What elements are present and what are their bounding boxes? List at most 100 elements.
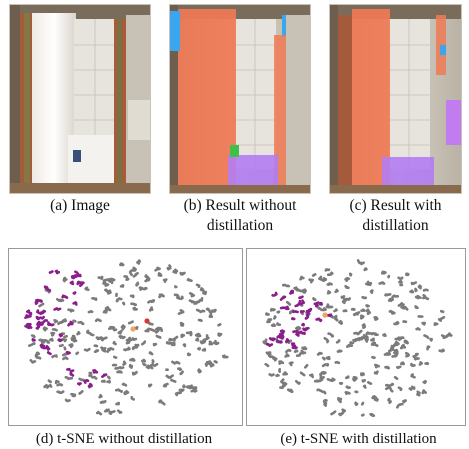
tsne-cluster (266, 351, 272, 355)
tsne-cluster (135, 281, 140, 287)
tsne-cluster (136, 259, 142, 265)
tsne-cluster (393, 348, 399, 355)
tsne-cluster (40, 315, 45, 320)
tsne-cluster (438, 348, 445, 353)
tsne-cluster (197, 318, 203, 322)
tsne-cluster (165, 341, 171, 345)
tsne-cluster (199, 340, 207, 345)
tsne-cluster (270, 337, 276, 342)
tsne-cluster (415, 327, 421, 331)
tsne-cluster (91, 297, 98, 301)
tsne-cluster (116, 409, 123, 414)
tsne-cluster (326, 313, 333, 317)
tsne-cluster (36, 309, 41, 315)
tsne-cluster (98, 393, 103, 399)
tsne-cluster (400, 361, 405, 366)
tsne-cluster (393, 320, 400, 326)
tsne-cluster (158, 293, 165, 299)
tsne-cluster (384, 365, 390, 370)
tsne-cluster (385, 382, 395, 388)
purple-overlay-right (446, 100, 461, 145)
tsne-cluster (58, 298, 65, 303)
tsne-cluster (186, 352, 192, 357)
tsne-cluster (293, 349, 299, 353)
tsne-cluster (78, 390, 84, 395)
tsne-cluster (360, 413, 365, 417)
tsne-cluster (348, 272, 353, 277)
tsne-cluster (282, 371, 288, 376)
tsne-cluster (54, 269, 61, 275)
tsne-cluster (132, 271, 139, 278)
tsne-cluster (345, 385, 351, 390)
tsne-cluster (151, 359, 155, 365)
tsne-cluster (416, 390, 421, 397)
tsne-cluster (361, 379, 367, 383)
tsne-cluster (410, 281, 418, 286)
tsne-cluster (359, 372, 365, 377)
tsne-cluster (338, 381, 344, 386)
tsne-cluster (63, 334, 68, 339)
tsne-cluster (304, 363, 309, 369)
tsne-cluster (426, 345, 431, 351)
tsne-cluster (414, 294, 422, 300)
tsne-cluster (94, 318, 102, 323)
tsne-cluster (70, 334, 76, 340)
tsne-cluster (35, 352, 39, 357)
tsne-cluster (101, 336, 108, 342)
tsne-cluster (72, 291, 77, 295)
tsne-cluster (390, 344, 395, 350)
tsne-cluster (74, 270, 80, 276)
tsne-cluster (371, 342, 379, 347)
tsne-cluster (86, 329, 90, 334)
tsne-cluster (128, 363, 134, 369)
tsne-cluster (108, 325, 116, 330)
tsne-cluster (265, 343, 274, 347)
tsne-cluster (380, 270, 387, 275)
tsne-cluster (43, 285, 51, 292)
tsne-highlight-point (130, 326, 136, 332)
tsne-cluster (433, 322, 439, 327)
tsne-cluster (387, 351, 392, 356)
tsne-cluster (332, 314, 338, 319)
tsne-cluster (49, 337, 54, 342)
tsne-cluster (131, 343, 140, 351)
tsne-cluster (115, 401, 121, 406)
tsne-cluster (144, 277, 151, 283)
tsne-cluster (172, 269, 179, 274)
tsne-cluster (403, 339, 409, 345)
tsne-cluster (132, 306, 138, 311)
tsne-cluster (40, 309, 47, 314)
tsne-cluster (422, 294, 430, 301)
tsne-cluster (345, 297, 351, 301)
tsne-cluster (385, 386, 394, 393)
tsne-cluster (354, 401, 359, 407)
tsne-cluster (361, 323, 366, 329)
tsne-cluster (39, 338, 43, 343)
tsne-highlight-point (144, 318, 150, 324)
tsne-cluster (72, 319, 77, 323)
tsne-cluster (128, 268, 135, 277)
tsne-cluster (169, 374, 174, 379)
tsne-cluster (327, 332, 335, 338)
tsne-cluster (104, 306, 112, 312)
tsne-cluster (54, 379, 60, 385)
tsne-cluster (301, 322, 305, 327)
tsne-cluster (92, 369, 97, 373)
tsne-cluster (46, 383, 53, 389)
tsne-cluster (291, 344, 298, 350)
tsne-cluster (421, 389, 427, 395)
tsne-cluster (95, 336, 103, 341)
tsne-cluster (397, 386, 403, 392)
tsne-cluster (95, 410, 103, 416)
tsne-cluster (83, 378, 90, 384)
tsne-cluster (361, 296, 368, 300)
panel-b-result-without-distillation (169, 4, 311, 194)
bathroom-photo (10, 5, 150, 193)
tsne-cluster (369, 413, 376, 417)
tsne-cluster (292, 329, 299, 334)
tsne-cluster (106, 375, 111, 380)
tsne-cluster (318, 275, 324, 282)
tsne-cluster (353, 329, 363, 336)
tsne-cluster (366, 381, 373, 385)
tsne-cluster (388, 309, 396, 315)
